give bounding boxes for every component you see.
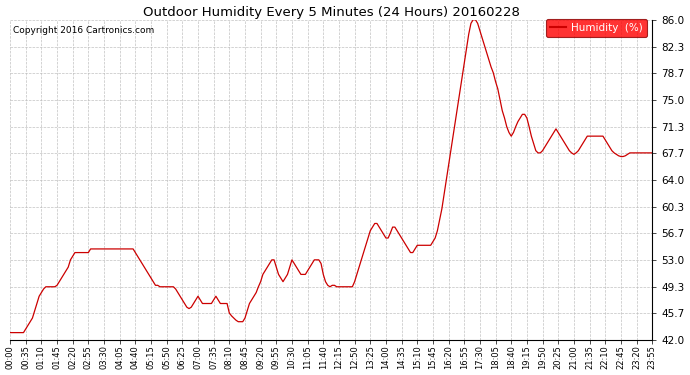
Legend: Humidity  (%): Humidity (%) <box>546 18 647 37</box>
Title: Outdoor Humidity Every 5 Minutes (24 Hours) 20160228: Outdoor Humidity Every 5 Minutes (24 Hou… <box>143 6 520 18</box>
Text: Copyright 2016 Cartronics.com: Copyright 2016 Cartronics.com <box>13 26 155 35</box>
